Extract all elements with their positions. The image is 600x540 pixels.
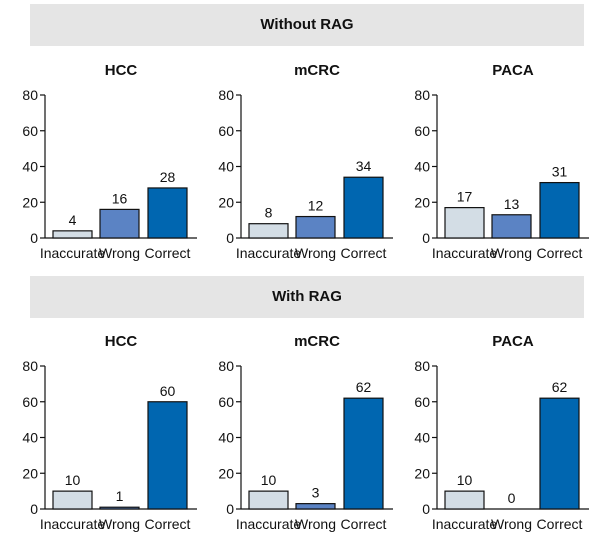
- bar-with-rag-hcc-correct: [147, 401, 188, 510]
- y-tick-label-without-rag-paca-80: 80: [414, 87, 430, 103]
- category-label-with-rag-paca-inaccurate: Inaccurate: [432, 516, 498, 532]
- category-label-with-rag-hcc-inaccurate: Inaccurate: [40, 516, 106, 532]
- category-label-without-rag-hcc-correct: Correct: [145, 245, 191, 261]
- data-label-without-rag-paca-wrong: 13: [504, 196, 520, 212]
- category-label-with-rag-mcrc-wrong: Wrong: [295, 516, 336, 532]
- y-tick-label-with-rag-paca-80: 80: [414, 358, 430, 374]
- y-tick-label-with-rag-mcrc-40: 40: [218, 430, 234, 446]
- y-tick-label-without-rag-hcc-60: 60: [22, 123, 38, 139]
- data-label-without-rag-mcrc-wrong: 12: [308, 198, 324, 214]
- category-label-without-rag-hcc-inaccurate: Inaccurate: [40, 245, 106, 261]
- bar-without-rag-mcrc-wrong: [295, 215, 336, 239]
- category-label-without-rag-hcc-wrong: Wrong: [99, 245, 140, 261]
- data-label-with-rag-mcrc-correct: 62: [356, 379, 372, 395]
- bar-without-rag-paca-correct: [539, 181, 580, 239]
- y-tick-label-with-rag-hcc-0: 0: [30, 501, 38, 517]
- bar-without-rag-paca-inaccurate: [444, 207, 485, 239]
- category-label-without-rag-mcrc-inaccurate: Inaccurate: [236, 245, 302, 261]
- data-label-with-rag-paca-correct: 62: [552, 379, 568, 395]
- bar-without-rag-mcrc-correct: [343, 176, 384, 239]
- bar-with-rag-mcrc-wrong: [295, 503, 336, 510]
- y-tick-label-with-rag-mcrc-60: 60: [218, 394, 234, 410]
- y-tick-label-without-rag-mcrc-40: 40: [218, 159, 234, 175]
- y-tick-label-with-rag-paca-40: 40: [414, 430, 430, 446]
- y-tick-label-without-rag-hcc-80: 80: [22, 87, 38, 103]
- data-label-without-rag-mcrc-inaccurate: 8: [265, 205, 273, 221]
- bar-with-rag-hcc-inaccurate: [52, 490, 93, 510]
- panel-title-without-rag-hcc: HCC: [105, 62, 138, 79]
- data-label-without-rag-mcrc-correct: 34: [356, 158, 372, 174]
- y-tick-label-without-rag-hcc-20: 20: [22, 194, 38, 210]
- category-label-with-rag-paca-wrong: Wrong: [491, 516, 532, 532]
- category-label-without-rag-paca-correct: Correct: [537, 245, 583, 261]
- category-label-without-rag-paca-wrong: Wrong: [491, 245, 532, 261]
- y-tick-label-with-rag-paca-60: 60: [414, 394, 430, 410]
- panel-title-with-rag-hcc: HCC: [105, 333, 138, 350]
- y-tick-label-without-rag-hcc-40: 40: [22, 159, 38, 175]
- data-label-without-rag-paca-correct: 31: [552, 164, 568, 180]
- section-banner-with-rag: With RAG: [30, 276, 584, 318]
- category-label-with-rag-hcc-correct: Correct: [145, 516, 191, 532]
- data-label-with-rag-hcc-inaccurate: 10: [65, 472, 81, 488]
- panel-title-with-rag-mcrc: mCRC: [294, 333, 340, 350]
- data-label-with-rag-mcrc-wrong: 3: [312, 485, 320, 501]
- y-tick-label-with-rag-hcc-60: 60: [22, 394, 38, 410]
- panel-title-with-rag-paca: PACA: [492, 333, 534, 350]
- y-tick-label-without-rag-mcrc-80: 80: [218, 87, 234, 103]
- data-label-without-rag-hcc-correct: 28: [160, 169, 176, 185]
- bar-with-rag-paca-correct: [539, 397, 580, 510]
- data-label-with-rag-hcc-wrong: 1: [116, 488, 124, 504]
- bar-without-rag-hcc-inaccurate: [52, 230, 93, 239]
- y-tick-label-with-rag-hcc-80: 80: [22, 358, 38, 374]
- panel-title-without-rag-mcrc: mCRC: [294, 62, 340, 79]
- y-tick-label-with-rag-paca-0: 0: [422, 501, 430, 517]
- category-label-without-rag-paca-inaccurate: Inaccurate: [432, 245, 498, 261]
- category-label-without-rag-mcrc-wrong: Wrong: [295, 245, 336, 261]
- y-tick-label-with-rag-hcc-40: 40: [22, 430, 38, 446]
- category-label-with-rag-mcrc-inaccurate: Inaccurate: [236, 516, 302, 532]
- panel-title-without-rag-paca: PACA: [492, 62, 534, 79]
- data-label-with-rag-paca-inaccurate: 10: [457, 472, 473, 488]
- y-tick-label-without-rag-paca-40: 40: [414, 159, 430, 175]
- y-tick-label-with-rag-paca-20: 20: [414, 465, 430, 481]
- bar-with-rag-mcrc-correct: [343, 397, 384, 510]
- data-label-without-rag-hcc-wrong: 16: [112, 190, 128, 206]
- bar-with-rag-mcrc-inaccurate: [248, 490, 289, 510]
- y-tick-label-without-rag-mcrc-20: 20: [218, 194, 234, 210]
- data-label-with-rag-mcrc-inaccurate: 10: [261, 472, 277, 488]
- y-tick-label-with-rag-hcc-20: 20: [22, 465, 38, 481]
- y-tick-label-without-rag-mcrc-60: 60: [218, 123, 234, 139]
- y-tick-label-without-rag-mcrc-0: 0: [226, 230, 234, 246]
- bar-without-rag-mcrc-inaccurate: [248, 223, 289, 239]
- bar-without-rag-hcc-correct: [147, 187, 188, 239]
- y-tick-label-without-rag-paca-0: 0: [422, 230, 430, 246]
- bar-with-rag-hcc-wrong: [99, 506, 140, 510]
- data-label-with-rag-hcc-correct: 60: [160, 383, 176, 399]
- y-tick-label-with-rag-mcrc-80: 80: [218, 358, 234, 374]
- y-tick-label-with-rag-mcrc-20: 20: [218, 465, 234, 481]
- y-tick-label-without-rag-paca-60: 60: [414, 123, 430, 139]
- bar-with-rag-paca-inaccurate: [444, 490, 485, 510]
- category-label-with-rag-hcc-wrong: Wrong: [99, 516, 140, 532]
- category-label-with-rag-mcrc-correct: Correct: [341, 516, 387, 532]
- category-label-without-rag-mcrc-correct: Correct: [341, 245, 387, 261]
- y-tick-label-without-rag-paca-20: 20: [414, 194, 430, 210]
- section-banner-without-rag: Without RAG: [30, 4, 584, 46]
- y-tick-label-with-rag-mcrc-0: 0: [226, 501, 234, 517]
- data-label-without-rag-paca-inaccurate: 17: [457, 189, 473, 205]
- bar-without-rag-paca-wrong: [491, 214, 532, 239]
- category-label-with-rag-paca-correct: Correct: [537, 516, 583, 532]
- y-tick-label-without-rag-hcc-0: 0: [30, 230, 38, 246]
- data-label-without-rag-hcc-inaccurate: 4: [69, 212, 77, 228]
- data-label-with-rag-paca-wrong: 0: [508, 490, 516, 506]
- bar-without-rag-hcc-wrong: [99, 208, 140, 239]
